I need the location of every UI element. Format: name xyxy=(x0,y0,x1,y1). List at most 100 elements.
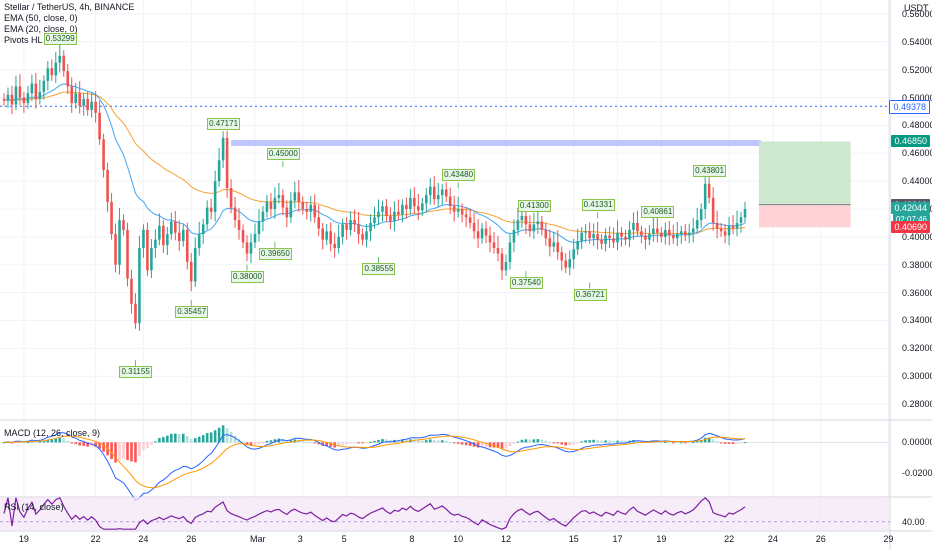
candle-body xyxy=(82,98,85,106)
macd-histogram-bar xyxy=(98,442,101,449)
candle-body xyxy=(664,229,667,237)
macd-histogram-bar xyxy=(460,442,464,445)
candle-body xyxy=(285,207,289,218)
macd-histogram-bar xyxy=(166,435,169,443)
indicator-pivots[interactable]: Pivots HL (10, 10) xyxy=(4,35,76,45)
macd-histogram-bar xyxy=(552,442,556,444)
macd-histogram-bar xyxy=(432,440,436,443)
macd-histogram-bar xyxy=(94,442,97,447)
candle-body xyxy=(723,231,727,236)
candle-body xyxy=(679,231,683,235)
macd-histogram-bar xyxy=(221,425,225,443)
symbol-title: Stellar / TetherUS, 4h, BINANCE xyxy=(4,2,135,12)
candle-body xyxy=(177,232,181,242)
candle-body xyxy=(142,229,145,249)
candle-body xyxy=(719,228,723,232)
candle-body xyxy=(269,202,273,209)
candle-body xyxy=(62,55,66,72)
candle-body xyxy=(249,242,253,254)
macd-histogram-bar xyxy=(389,440,392,443)
macd-histogram-bar xyxy=(189,438,193,443)
macd-histogram-bar xyxy=(353,442,356,444)
candle-body xyxy=(612,238,615,243)
candle-body xyxy=(711,197,715,223)
macd-histogram-bar xyxy=(205,433,209,443)
indicator-ema20[interactable]: EMA (20, close, 0) xyxy=(4,24,78,34)
candle-body xyxy=(544,229,548,239)
y-tick-label: 0.50000 xyxy=(902,92,932,103)
macd-histogram-bar xyxy=(588,440,591,443)
macd-histogram-bar xyxy=(365,442,368,444)
candle-body xyxy=(472,222,476,232)
macd-histogram-bar xyxy=(102,442,105,452)
candle-body xyxy=(508,242,512,262)
candle-body xyxy=(86,98,89,111)
macd-histogram-bar xyxy=(520,439,524,443)
macd-histogram-bar xyxy=(421,440,424,443)
candle-body xyxy=(217,160,221,182)
candle-body xyxy=(181,229,185,242)
candle-body xyxy=(221,137,225,161)
currency-label[interactable]: USDT xyxy=(904,3,929,13)
candle-body xyxy=(265,202,269,212)
macd-histogram-bar xyxy=(608,440,611,443)
macd-histogram-bar xyxy=(50,439,54,443)
candle-body xyxy=(146,229,149,271)
candle-body xyxy=(381,206,384,212)
macd-histogram-bar xyxy=(727,442,731,444)
x-tick-label: 17 xyxy=(612,534,623,544)
macd-histogram-bar xyxy=(672,442,675,444)
macd-histogram-bar xyxy=(158,438,161,443)
macd-histogram-bar xyxy=(213,430,217,443)
candle-body xyxy=(731,225,735,229)
macd-histogram-bar xyxy=(636,440,639,443)
y-tick-label: 0.30000 xyxy=(902,371,932,382)
macd-title[interactable]: MACD (12, 26, close, 9) xyxy=(4,428,101,438)
macd-histogram-bar xyxy=(695,441,699,443)
macd-histogram-bar xyxy=(369,441,372,443)
macd-histogram-bar xyxy=(361,442,364,444)
macd-histogram-bar xyxy=(142,442,145,451)
macd-histogram-bar xyxy=(329,442,332,447)
macd-histogram-bar xyxy=(699,440,703,443)
candle-body xyxy=(648,234,651,240)
candle-body xyxy=(448,196,452,207)
macd-histogram-bar xyxy=(444,440,448,443)
macd-histogram-bar xyxy=(616,440,619,443)
candle-body xyxy=(341,224,344,237)
macd-histogram-bar xyxy=(464,442,468,446)
candle-body xyxy=(628,229,631,240)
x-tick-label: 26 xyxy=(186,534,197,544)
candle-body xyxy=(337,236,340,249)
candle-body xyxy=(34,83,38,99)
candle-body xyxy=(496,248,500,254)
candle-body xyxy=(397,211,400,215)
candle-body xyxy=(126,229,129,279)
candle-body xyxy=(174,221,177,233)
candle-body xyxy=(377,211,380,218)
candle-body xyxy=(735,222,739,229)
pivot-high-label: 0.47171 xyxy=(207,117,241,130)
x-tick-label: 22 xyxy=(724,534,735,544)
macd-histogram-bar xyxy=(86,442,89,447)
macd-histogram-bar xyxy=(217,427,221,443)
macd-histogram-bar xyxy=(564,442,568,446)
candle-body xyxy=(233,207,237,221)
candle-body xyxy=(624,236,627,240)
candle-body xyxy=(70,86,74,104)
indicator-ema50[interactable]: EMA (50, close, 0) xyxy=(4,13,78,23)
candle-body xyxy=(480,228,484,239)
rsi-title[interactable]: RSI (14, close) xyxy=(4,502,64,512)
pivot-high-label: 0.43480 xyxy=(442,169,476,182)
pivot-high-label: 0.53299 xyxy=(43,32,77,45)
macd-histogram-bar xyxy=(584,440,587,443)
candle-body xyxy=(516,220,520,230)
macd-histogram-bar xyxy=(265,440,269,443)
candle-body xyxy=(468,217,472,223)
candle-body xyxy=(289,200,293,218)
macd-histogram-bar xyxy=(739,442,743,444)
macd-histogram-bar xyxy=(711,439,715,443)
candle-body xyxy=(699,209,703,221)
